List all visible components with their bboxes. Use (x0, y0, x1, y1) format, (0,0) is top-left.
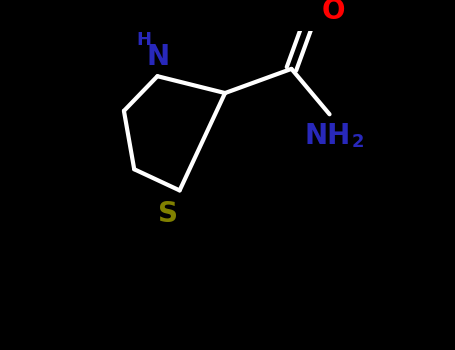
Text: 2: 2 (351, 133, 364, 152)
Text: S: S (158, 201, 178, 229)
Text: NH: NH (304, 122, 350, 150)
Text: O: O (322, 0, 345, 25)
Text: N: N (147, 43, 170, 71)
Text: H: H (136, 31, 151, 49)
